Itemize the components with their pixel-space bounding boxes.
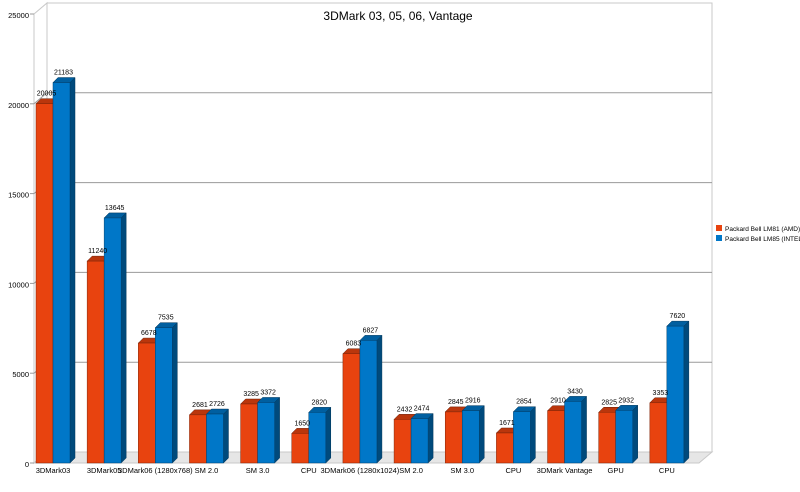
data-label-packard-bell-lm85-intel-6: 2820 [311,399,327,406]
bar-packard-bell-lm85-intel-3 [154,322,178,464]
x-tick-label: SM 2.0 [195,466,219,475]
data-label-packard-bell-lm85-intel-13: 7620 [670,313,686,320]
bar-packard-bell-lm85-intel-7 [359,334,383,464]
data-label-packard-bell-lm81-amd-2: 11240 [88,248,107,255]
y-tick-label: 10000 [8,280,29,289]
bar-packard-bell-lm85-intel-13 [666,320,690,464]
bar-packard-bell-lm85-intel-5 [257,396,281,464]
legend-label: Packard Bell LM81 (AMD) [725,226,800,233]
data-label-packard-bell-lm81-amd-8: 2432 [397,406,413,413]
x-tick-label: SM 3.0 [450,466,474,475]
x-tick-label: 3DMark Vantage [537,466,593,475]
legend-item-packard-bell-lm81-amd: Packard Bell LM81 (AMD) [716,225,800,233]
bar-packard-bell-lm85-intel-12 [615,404,639,464]
x-tick-label: SM 3.0 [246,466,270,475]
x-tick-label: SM 2.0 [399,466,423,475]
data-label-packard-bell-lm85-intel-10: 2854 [516,399,532,406]
y-tick-label: 20000 [8,101,29,110]
bars [35,76,690,464]
data-label-packard-bell-lm85-intel-12: 2932 [618,397,634,404]
data-label-packard-bell-lm81-amd-13: 3353 [653,390,669,397]
data-label-packard-bell-lm85-intel-11: 3430 [567,388,583,395]
data-label-packard-bell-lm85-intel-4: 2726 [209,401,225,408]
gridline-side [33,92,48,105]
legend-label: Packard Bell LM85 (INTEL) [725,236,800,243]
bar-packard-bell-lm85-intel-1 [52,76,76,464]
bar-packard-bell-lm85-intel-2 [103,212,127,464]
y-tick-label: 25000 [8,11,29,20]
data-labels: 20005 21183 11240 13645 6678 7535 2681 2726 3285… [37,70,685,428]
data-label-packard-bell-lm85-intel-8: 2474 [414,406,430,413]
data-label-packard-bell-lm85-intel-2: 13645 [105,205,125,212]
bar-packard-bell-lm85-intel-9 [461,405,485,464]
data-label-packard-bell-lm81-amd-3: 6678 [141,330,157,337]
x-tick-label: GPU [608,466,624,475]
data-label-packard-bell-lm81-amd-4: 2681 [192,402,208,409]
y-tick-label: 0 [25,460,29,469]
y-axis: 0 5000 10000 15000 20000 25000 [8,11,34,469]
x-tick-label: CPU [301,466,317,475]
data-label-packard-bell-lm81-amd-5: 3285 [243,391,259,398]
data-label-packard-bell-lm81-amd-9: 2845 [448,399,464,406]
data-label-packard-bell-lm85-intel-1: 21183 [54,70,73,77]
x-tick-label: 3DMark05 [87,466,122,475]
data-label-packard-bell-lm81-amd-1: 20005 [37,91,57,98]
x-tick-label: 3DMark06 (1280x768) [118,466,193,475]
data-label-packard-bell-lm81-amd-12: 2825 [601,399,617,406]
bar-packard-bell-lm85-intel-4 [205,408,230,464]
chart-title: 3DMark 03, 05, 06, Vantage [323,9,473,23]
x-tick-label: 3DMark06 (1280x1024) [321,466,400,475]
legend-swatch [716,235,722,241]
bar-packard-bell-lm85-intel-8 [410,412,434,464]
data-label-packard-bell-lm85-intel-5: 3372 [260,389,276,396]
data-label-packard-bell-lm85-intel-7: 6827 [363,327,379,334]
y-tick-label: 15000 [8,191,29,200]
data-label-packard-bell-lm81-amd-7: 6083 [346,341,362,348]
data-label-packard-bell-lm85-intel-9: 2916 [465,398,481,405]
x-tick-label: CPU [505,466,521,475]
bar-packard-bell-lm85-intel-11 [563,395,588,464]
data-label-packard-bell-lm81-amd-6: 1650 [294,420,310,427]
data-label-packard-bell-lm81-amd-10: 1671 [499,420,515,427]
bar-packard-bell-lm85-intel-6 [308,406,332,464]
data-label-packard-bell-lm81-amd-11: 2910 [550,398,566,405]
legend-item-packard-bell-lm85-intel: Packard Bell LM85 (INTEL) [716,235,800,243]
y-tick-label: 5000 [12,370,29,379]
x-tick-label: 3DMark03 [36,466,71,475]
legend: Packard Bell LM81 (AMD) Packard Bell LM85… [716,225,800,243]
data-label-packard-bell-lm85-intel-3: 7535 [158,315,174,322]
legend-swatch [716,225,722,231]
bar-packard-bell-lm85-intel-10 [512,406,536,464]
x-tick-label: CPU [659,466,675,475]
